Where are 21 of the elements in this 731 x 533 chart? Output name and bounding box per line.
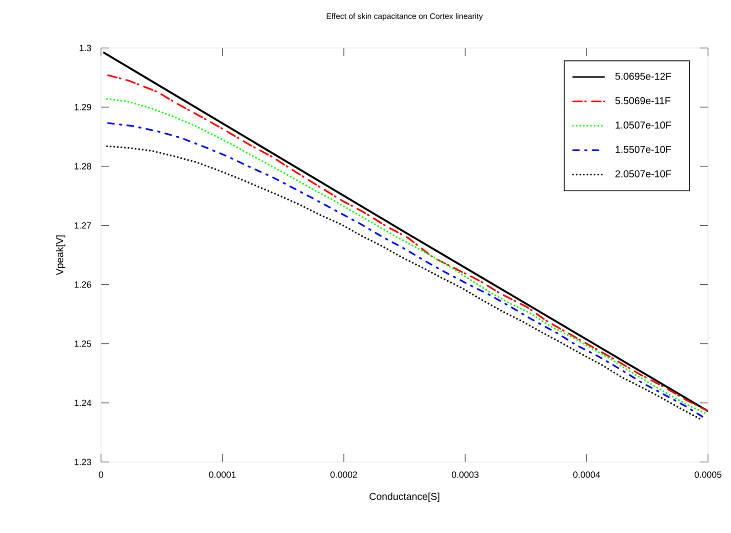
legend-label: 1.0507e-10F [616, 122, 672, 129]
x-tick-label: 0.0004 [573, 471, 600, 478]
y-axis-title: Vpeak[V] [56, 235, 66, 276]
y-tick-label: 1.3 [80, 44, 92, 52]
y-tick-label: 1.29 [74, 104, 92, 110]
y-tick-label: 1.26 [74, 281, 92, 288]
legend-label: 5.0695e-12F [615, 72, 672, 80]
y-tick-label: 1.23 [74, 458, 92, 466]
x-tick-label: 0.0003 [452, 471, 479, 478]
y-tick-label: 1.24 [74, 400, 92, 406]
y-tick-label: 1.25 [74, 340, 92, 347]
legend-label: 5.5069e-11F [615, 97, 670, 104]
y-tick-label: 1.27 [74, 222, 92, 229]
x-tick-label: 0 [98, 471, 104, 478]
x-tick-label: 0.0002 [330, 471, 358, 478]
x-axis-title: Conductance[S] [370, 492, 440, 502]
legend-label: 1.5507e-10F [616, 146, 672, 153]
legend-label: 2.0507e-10F [615, 170, 672, 178]
y-tick-label: 1.28 [74, 163, 92, 170]
x-tick-label: 0.0005 [694, 471, 722, 478]
x-tick-label: 0.0001 [209, 471, 236, 478]
